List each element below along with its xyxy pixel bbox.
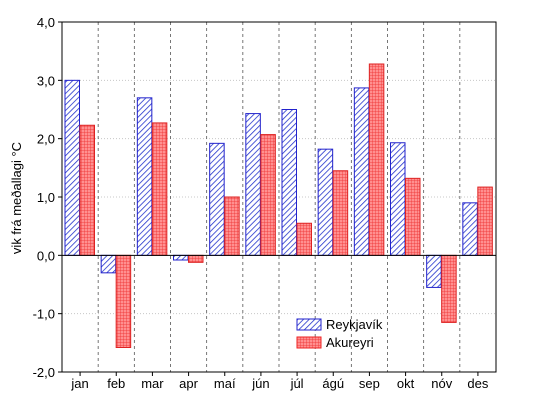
- x-tick-label: jan: [70, 376, 88, 391]
- x-tick-label: okt: [397, 376, 415, 391]
- bar-akureyri-1: [115, 254, 132, 348]
- x-tick-label: ágú: [322, 376, 344, 391]
- x-tick-label: mar: [141, 376, 164, 391]
- bar-reykjavik-6: [281, 109, 297, 256]
- x-tick-label: júl: [290, 376, 304, 391]
- bar-reykjavik-11: [462, 202, 478, 256]
- x-tick-label: nóv: [431, 376, 452, 391]
- bar-reykjavik-0: [64, 79, 80, 256]
- bar-reykjavik-4: [209, 142, 225, 256]
- bar-reykjavik-1: [100, 254, 117, 274]
- bar-akureyri-9: [405, 177, 421, 256]
- y-tick-label: 4,0: [37, 15, 55, 30]
- y-tick-label: 1,0: [37, 190, 55, 205]
- x-tick-label: apr: [179, 376, 198, 391]
- bar-akureyri-4: [224, 196, 240, 256]
- legend-swatch-akureyri: [296, 336, 322, 349]
- bar-reykjavik-7: [317, 148, 334, 256]
- x-tick-label: maí: [214, 376, 236, 391]
- bar-akureyri-6: [296, 222, 312, 256]
- x-axis: jan feb mar apr maí jún júl ágú sep okt nóv des: [70, 372, 489, 391]
- bar-reykjavik-5: [245, 113, 261, 256]
- x-tick-label: feb: [107, 376, 125, 391]
- legend-swatch-reykjavik: [296, 318, 322, 331]
- legend-label-akureyri: Akureyri: [326, 335, 374, 350]
- y-tick-label: 0,0: [37, 248, 55, 263]
- y-tick-label: -2,0: [33, 365, 55, 380]
- y-tick-label: 2,0: [37, 132, 55, 147]
- bar-akureyri-11: [477, 186, 493, 256]
- bar-akureyri-8: [368, 63, 385, 256]
- bar-akureyri-2: [151, 122, 168, 256]
- bar-akureyri-0: [79, 124, 95, 256]
- y-axis-label: vik frá meðallagi °C: [9, 142, 24, 254]
- x-tick-label: jún: [251, 376, 269, 391]
- bar-reykjavik-10: [426, 254, 442, 288]
- y-axis: -2,0 -1,0 0,0 1,0 2,0 3,0 4,0: [33, 15, 62, 380]
- y-tick-label: -1,0: [33, 307, 55, 322]
- bar-reykjavik-3: [173, 254, 189, 261]
- gridlines: [62, 22, 496, 372]
- bar-akureyri-5: [260, 134, 276, 256]
- y-tick-label: 3,0: [37, 73, 55, 88]
- x-tick-label: des: [467, 376, 488, 391]
- bar-reykjavik-8: [353, 87, 370, 256]
- legend-label-reykjavik: Reykjavík: [326, 317, 383, 332]
- bar-akureyri-3: [188, 254, 204, 263]
- bar-reykjavik-2: [136, 97, 153, 256]
- legend: Reykjavík Akureyri: [296, 317, 383, 350]
- bar-akureyri-10: [441, 254, 457, 323]
- bar-reykjavik-9: [390, 142, 406, 256]
- x-tick-label: sep: [359, 376, 380, 391]
- bar-akureyri-7: [332, 170, 349, 256]
